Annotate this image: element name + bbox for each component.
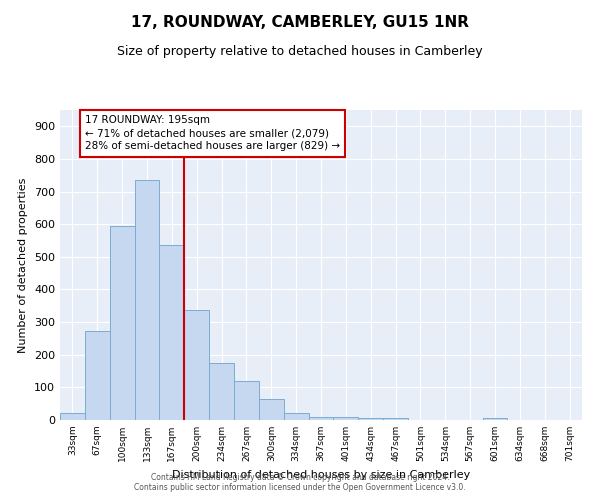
Text: Size of property relative to detached houses in Camberley: Size of property relative to detached ho… — [117, 45, 483, 58]
Bar — [358, 418, 383, 420]
Bar — [383, 418, 408, 420]
Y-axis label: Number of detached properties: Number of detached properties — [19, 178, 28, 352]
Bar — [85, 331, 110, 420]
Bar — [160, 246, 184, 420]
Bar — [110, 226, 134, 420]
Bar — [259, 399, 284, 420]
Bar — [482, 418, 508, 420]
Bar — [284, 413, 308, 420]
Text: 17, ROUNDWAY, CAMBERLEY, GU15 1NR: 17, ROUNDWAY, CAMBERLEY, GU15 1NR — [131, 15, 469, 30]
X-axis label: Distribution of detached houses by size in Camberley: Distribution of detached houses by size … — [172, 470, 470, 480]
Bar — [184, 310, 209, 420]
Bar — [60, 413, 85, 420]
Bar — [334, 416, 358, 420]
Text: Contains HM Land Registry data © Crown copyright and database right 2024.: Contains HM Land Registry data © Crown c… — [151, 474, 449, 482]
Text: 17 ROUNDWAY: 195sqm
← 71% of detached houses are smaller (2,079)
28% of semi-det: 17 ROUNDWAY: 195sqm ← 71% of detached ho… — [85, 115, 340, 152]
Bar — [308, 416, 334, 420]
Bar — [134, 180, 160, 420]
Bar — [234, 381, 259, 420]
Bar — [209, 363, 234, 420]
Text: Contains public sector information licensed under the Open Government Licence v3: Contains public sector information licen… — [134, 484, 466, 492]
